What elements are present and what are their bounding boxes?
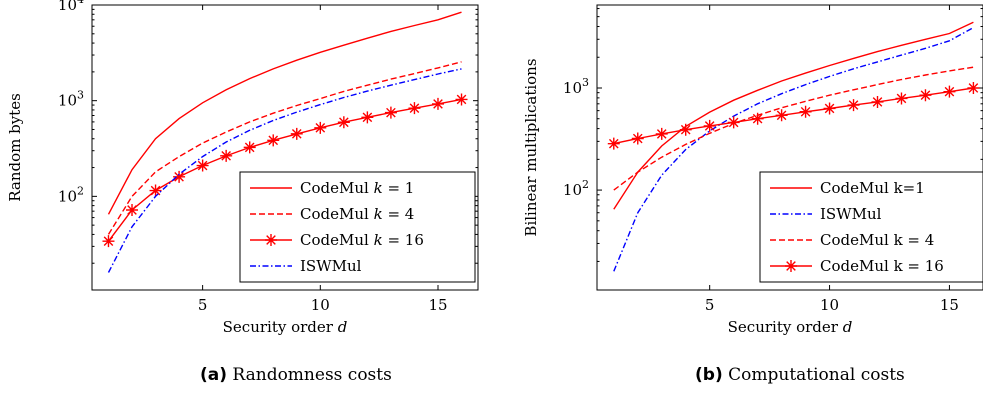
legend-entry: CodeMul k = 16 bbox=[820, 257, 944, 275]
x-tick-label: 10 bbox=[820, 296, 839, 314]
data-point-marker bbox=[361, 111, 374, 124]
y-tick-label: 103 bbox=[58, 89, 84, 110]
chart-panel-a: 5 10 15 102 103 104 Security order d Random byt… bbox=[6, 0, 479, 385]
series-1 bbox=[613, 26, 974, 272]
legend-box bbox=[239, 171, 476, 283]
y-axis-label: Random bytes bbox=[6, 93, 24, 202]
legend-entry: CodeMul k = 4 bbox=[820, 231, 934, 249]
series-0 bbox=[107, 11, 462, 215]
data-point-marker bbox=[126, 204, 139, 217]
data-point-marker bbox=[314, 121, 327, 134]
x-tick-label: 5 bbox=[705, 296, 715, 314]
legend-entry: CodeMul k = 1 bbox=[300, 179, 414, 197]
data-point-marker bbox=[102, 235, 115, 248]
data-point-marker bbox=[751, 112, 764, 125]
y-tick-label: 102 bbox=[563, 178, 589, 199]
data-point-marker bbox=[775, 109, 788, 122]
series-2 bbox=[613, 66, 974, 191]
y-tick-label: 103 bbox=[563, 76, 589, 97]
data-point-marker bbox=[149, 184, 162, 197]
data-point-marker bbox=[607, 137, 620, 150]
data-point-marker bbox=[823, 102, 836, 115]
legend-entry: ISWMul bbox=[820, 205, 882, 223]
figure-caption: (b) Computational costs bbox=[695, 365, 905, 385]
series-2 bbox=[102, 93, 468, 248]
series-3 bbox=[107, 68, 462, 273]
series-line bbox=[613, 26, 974, 272]
series-line bbox=[107, 68, 462, 273]
legend: CodeMul k = 1 CodeMul k = 4 CodeMul k = 16… bbox=[239, 171, 476, 283]
x-tick-label: 15 bbox=[940, 296, 959, 314]
x-axis-label: Security order d bbox=[223, 318, 348, 336]
data-point-marker bbox=[631, 132, 644, 145]
series-1 bbox=[107, 61, 462, 235]
data-point-marker bbox=[727, 116, 740, 129]
data-point-marker bbox=[655, 127, 668, 140]
series-line bbox=[613, 66, 974, 191]
legend-entry: CodeMul k = 4 bbox=[300, 205, 414, 223]
data-point-marker bbox=[408, 102, 421, 115]
y-tick-label: 102 bbox=[58, 184, 84, 205]
legend: CodeMul k=1 ISWMul CodeMul k = 4 CodeMul k … bbox=[759, 171, 983, 283]
data-point-marker bbox=[220, 149, 233, 162]
data-point-marker bbox=[384, 106, 397, 119]
data-point-marker bbox=[847, 99, 860, 112]
series-3 bbox=[607, 81, 980, 150]
figure-caption: (a) Randomness costs bbox=[200, 365, 392, 385]
series-line bbox=[107, 61, 462, 235]
data-point-marker bbox=[679, 123, 692, 136]
data-point-marker bbox=[267, 134, 280, 147]
data-point-marker bbox=[703, 119, 716, 132]
data-point-marker bbox=[243, 141, 256, 154]
series-0 bbox=[613, 21, 974, 210]
series-line bbox=[613, 21, 974, 210]
legend-marker bbox=[785, 260, 797, 272]
legend-entry: ISWMul bbox=[300, 257, 362, 275]
series-line bbox=[107, 11, 462, 215]
data-point-marker bbox=[871, 95, 884, 108]
data-point-marker bbox=[290, 127, 303, 140]
data-point-marker bbox=[455, 93, 468, 106]
plot-frame bbox=[596, 4, 983, 291]
x-axis-label: Security order d bbox=[728, 318, 853, 336]
data-point-marker bbox=[337, 116, 350, 129]
y-axis-label: Bilinear multiplications bbox=[522, 58, 540, 236]
data-point-marker bbox=[919, 89, 932, 102]
series-line bbox=[107, 98, 462, 242]
data-point-marker bbox=[967, 81, 980, 94]
data-point-marker bbox=[895, 92, 908, 105]
x-tick-label: 10 bbox=[311, 296, 330, 314]
x-tick-label: 15 bbox=[428, 296, 447, 314]
y-tick-label: 104 bbox=[58, 0, 84, 14]
data-point-marker bbox=[799, 105, 812, 118]
data-point-marker bbox=[943, 85, 956, 98]
data-point-marker bbox=[431, 97, 444, 110]
legend-entry: CodeMul k=1 bbox=[820, 179, 925, 197]
legend-box bbox=[759, 171, 983, 283]
data-point-marker bbox=[173, 170, 186, 183]
legend-entry: CodeMul k = 16 bbox=[300, 231, 424, 249]
x-tick-label: 5 bbox=[198, 296, 208, 314]
legend-marker bbox=[265, 234, 277, 246]
chart-panel-b: 5 10 15 102 103 Security order d Bilinear mult… bbox=[522, 4, 983, 385]
data-point-marker bbox=[196, 159, 209, 172]
series-line bbox=[613, 87, 974, 145]
plot-frame bbox=[91, 4, 479, 291]
